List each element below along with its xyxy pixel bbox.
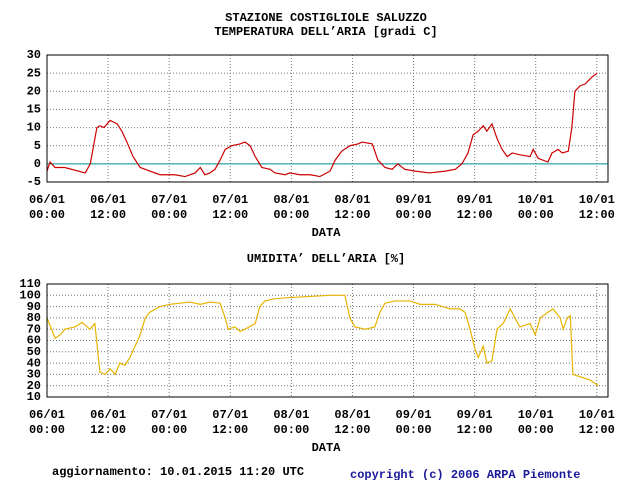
chart-title: UMIDITA’ DELL’ARIA [%] [247,252,405,266]
x-tick-line: 12:00 [212,208,248,222]
y-tick-label: 5 [34,139,41,153]
x-tick-line: 12:00 [457,208,493,222]
y-tick-label: 25 [27,66,41,80]
data-line [46,294,599,387]
y-tick-label: 40 [27,356,41,370]
x-tick-label: 09/01 12:00 [457,193,493,222]
y-tick-label: 60 [27,334,41,348]
x-tick-label: 08/01 12:00 [334,193,370,222]
x-tick-label: 08/01 12:00 [334,408,370,437]
station-title: STAZIONE COSTIGLIOLE SALUZZO [225,11,427,25]
x-tick-line: 06/01 [90,408,126,422]
x-tick-label: 07/01 12:00 [212,193,248,222]
x-tick-line: 09/01 [457,193,493,207]
x-tick-line: 06/01 [90,193,126,207]
y-tick-label: 20 [27,379,41,393]
y-tick-label: 50 [27,345,41,359]
x-tick-line: 10/01 [518,193,554,207]
x-tick-label: 06/01 12:00 [90,408,126,437]
x-tick-line: 10/01 [518,408,554,422]
x-axis-label: DATA [312,226,342,240]
chart-title: TEMPERATURA DELL’ARIA [gradi C] [214,25,437,39]
y-tick-label: 90 [27,300,41,314]
x-tick-line: 06/01 [29,193,65,207]
x-tick-line: 09/01 [396,408,432,422]
x-tick-line: 12:00 [579,208,615,222]
x-tick-line: 08/01 [334,193,370,207]
x-axis-label: DATA [312,441,342,455]
x-tick-label: 09/01 00:00 [396,193,432,222]
y-tick-label: 10 [27,121,41,135]
x-tick-label: 10/01 12:00 [579,193,615,222]
y-tick-label: 80 [27,311,41,325]
x-tick-line: 12:00 [334,423,370,437]
x-tick-line: 12:00 [90,423,126,437]
x-tick-line: 07/01 [151,408,187,422]
x-tick-line: 07/01 [212,193,248,207]
y-tick-label: 100 [19,288,41,302]
x-tick-label: 06/01 12:00 [90,193,126,222]
x-tick-line: 12:00 [212,423,248,437]
x-tick-label: 10/01 00:00 [518,193,554,222]
y-tick-label: -5 [27,175,41,189]
x-tick-line: 12:00 [579,423,615,437]
x-tick-label: 08/01 00:00 [273,193,309,222]
x-tick-label: 08/01 00:00 [273,408,309,437]
plot-frame [46,283,609,398]
x-tick-label: 10/01 00:00 [518,408,554,437]
x-tick-line: 00:00 [396,423,432,437]
copyright: copyright (c) 2006 ARPA Piemonte [350,468,580,480]
x-tick-label: 07/01 00:00 [151,408,187,437]
update-note: aggiornamento: 10.01.2015 11:20 UTC [52,465,304,479]
x-tick-line: 07/01 [151,193,187,207]
x-tick-line: 00:00 [518,208,554,222]
x-tick-label: 09/01 00:00 [396,408,432,437]
x-tick-label: 06/01 00:00 [29,193,65,222]
x-tick-line: 00:00 [29,208,65,222]
x-tick-label: 07/01 00:00 [151,193,187,222]
x-tick-line: 12:00 [90,208,126,222]
x-tick-line: 12:00 [334,208,370,222]
x-tick-label: 09/01 12:00 [457,408,493,437]
x-tick-line: 08/01 [273,193,309,207]
x-tick-line: 09/01 [396,193,432,207]
x-tick-label: 07/01 12:00 [212,408,248,437]
x-tick-line: 00:00 [273,423,309,437]
x-tick-line: 10/01 [579,193,615,207]
x-tick-label: 10/01 12:00 [579,408,615,437]
y-tick-label: 15 [27,103,41,117]
x-tick-line: 00:00 [151,208,187,222]
x-tick-line: 09/01 [457,408,493,422]
x-tick-line: 07/01 [212,408,248,422]
y-tick-label: 20 [27,84,41,98]
y-tick-label: 0 [34,157,41,171]
x-tick-line: 08/01 [273,408,309,422]
x-tick-line: 00:00 [273,208,309,222]
x-tick-line: 10/01 [579,408,615,422]
x-tick-line: 00:00 [518,423,554,437]
y-tick-label: 70 [27,322,41,336]
x-tick-line: 08/01 [334,408,370,422]
x-tick-line: 06/01 [29,408,65,422]
x-tick-line: 00:00 [151,423,187,437]
x-tick-line: 00:00 [396,208,432,222]
x-tick-label: 06/01 00:00 [29,408,65,437]
y-tick-label: 10 [27,390,41,404]
plot-frame [46,54,609,183]
y-tick-label: 30 [27,48,41,62]
y-tick-label: 110 [19,277,41,291]
data-line [46,72,598,178]
x-tick-line: 12:00 [457,423,493,437]
y-tick-label: 30 [27,368,41,382]
x-tick-line: 00:00 [29,423,65,437]
